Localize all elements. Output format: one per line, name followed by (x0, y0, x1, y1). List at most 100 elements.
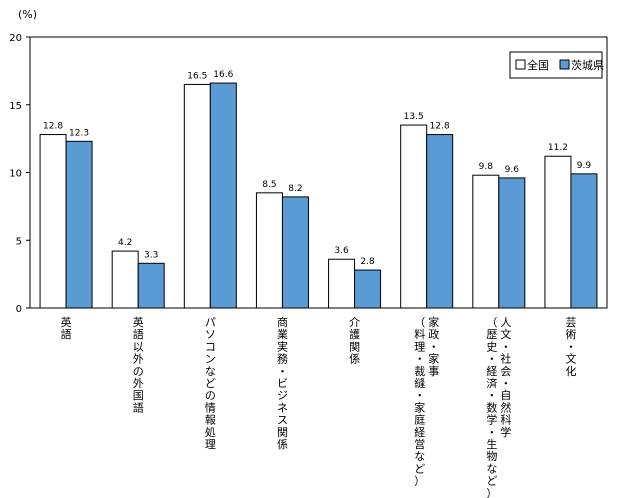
category-label-char: な (486, 462, 497, 475)
category-label-char: ・ (565, 340, 576, 353)
data-label: 16.5 (187, 71, 207, 81)
y-tick-label: 0 (16, 304, 22, 315)
category-label-char: 関 (349, 340, 360, 353)
data-label: 9.8 (479, 162, 494, 172)
bar-ibaraki (137, 262, 165, 309)
category-label-char: ・ (277, 365, 288, 378)
category-label-char: ど (486, 475, 497, 488)
category-label-char: 商 (277, 315, 288, 329)
category-label-char: 政 (428, 327, 439, 341)
bar-national (111, 250, 139, 309)
category-label-char: ビ (277, 377, 288, 390)
category-label-char: 外 (133, 353, 144, 366)
category-label-char: 経 (414, 426, 425, 439)
category-label-char: 自 (500, 389, 511, 402)
y-tick-label: 15 (9, 101, 22, 112)
category-label-char: 係 (349, 353, 360, 366)
category-label-char: 科 (500, 413, 511, 427)
category-label-char: 理 (414, 340, 425, 353)
category-labels-group: 英語英語以外の外国語パソコンなどの情報処理商業実務・ビジネス関係介護関係家政・家… (61, 315, 577, 498)
category-label-char: ・ (486, 353, 497, 366)
bar-national (544, 155, 572, 309)
category-label-char: 裁 (414, 365, 425, 378)
data-label: 8.5 (262, 180, 276, 190)
category-label-char: 学 (486, 413, 497, 427)
category-label-char: （ (414, 316, 425, 329)
category-label-char: ・ (414, 353, 425, 366)
category-label-char: の (133, 365, 144, 378)
category-label-char: 以 (133, 340, 144, 353)
category-label-char: 英 (133, 315, 144, 329)
category-label-char: 英 (61, 315, 72, 329)
y-tick-label: 5 (16, 236, 22, 247)
category-label-char: ・ (500, 377, 511, 390)
category-label-char: ジ (277, 389, 288, 402)
category-label-char: な (414, 450, 425, 463)
category-label-char: 社 (500, 352, 511, 366)
category-label-char: 料 (414, 327, 425, 341)
category-label-char: 術 (565, 328, 576, 341)
y-axis-unit-label: (%) (18, 8, 37, 21)
bar-ibaraki (354, 269, 382, 309)
category-label-char: 語 (61, 327, 72, 341)
category-label-char: 学 (500, 425, 511, 439)
category-label-char: 家 (414, 400, 425, 414)
category-label-char: 関 (277, 426, 288, 439)
data-labels-group: 12.8 12.3 4.2 3.3 16.5 16.6 8.5 8.2 3.6 2.8 13.5 12… (43, 70, 591, 267)
category-label-char: 数 (486, 401, 497, 414)
data-label: 12.8 (43, 122, 63, 132)
data-label: 12.3 (69, 128, 89, 138)
category-label-char: の (205, 389, 216, 402)
bar-national (328, 258, 356, 309)
category-label-char: 歴 (486, 328, 497, 341)
category-label-char: 語 (133, 327, 144, 341)
y-tick-label: 20 (9, 33, 22, 44)
data-label: 3.6 (334, 246, 349, 256)
data-label: 2.8 (360, 257, 375, 267)
data-label: 9.9 (577, 161, 592, 171)
category-label-char: 化 (565, 364, 576, 378)
category-label-char: 介 (349, 316, 360, 329)
bar-ibaraki (281, 196, 309, 309)
category-label-char: 家 (428, 352, 439, 366)
data-label: 8.2 (288, 184, 302, 194)
bar-ibaraki (570, 173, 598, 309)
category-label-char: ） (414, 475, 425, 488)
category-label-char: 生 (486, 437, 497, 451)
category-label-char: 係 (277, 438, 288, 451)
data-label: 9.6 (505, 165, 520, 175)
category-label-char: ・ (414, 389, 425, 402)
category-label-char: 語 (133, 400, 144, 414)
category-label-char: 家 (428, 315, 439, 329)
category-label-char: 情 (205, 401, 216, 414)
category-label-char: （ (486, 316, 497, 329)
data-label: 13.5 (404, 112, 424, 122)
category-label-char: 経 (486, 365, 497, 378)
category-label-char: 物 (486, 449, 497, 463)
category-label-char: ・ (428, 340, 439, 353)
category-label-char: 業 (277, 328, 288, 341)
category-label-char: 護 (349, 327, 360, 341)
category-label-char: 理 (205, 438, 216, 451)
data-label: 4.2 (118, 238, 132, 248)
legend-label: 全国 (527, 58, 549, 72)
category-label-char: 報 (205, 414, 216, 427)
data-label: 12.8 (430, 122, 450, 132)
category-label-char: ソ (205, 328, 216, 341)
category-label-char: コ (205, 340, 216, 353)
category-label-char: ・ (486, 426, 497, 439)
category-label-char: 然 (500, 400, 511, 414)
legend-swatch (559, 59, 570, 70)
legend: 全国 茨城県 (509, 51, 604, 79)
bar-ibaraki (209, 82, 237, 309)
category-label-char: 済 (486, 376, 497, 390)
y-axis: 0 5 10 15 20 (9, 33, 30, 315)
category-label-char: 文 (500, 327, 511, 341)
data-label: 3.3 (144, 250, 158, 260)
y-tick-label: 10 (9, 169, 22, 180)
category-label-char: 縫 (414, 376, 425, 390)
bar-ibaraki (498, 177, 526, 309)
legend-swatch (515, 59, 526, 70)
category-label-char: 営 (414, 437, 425, 451)
